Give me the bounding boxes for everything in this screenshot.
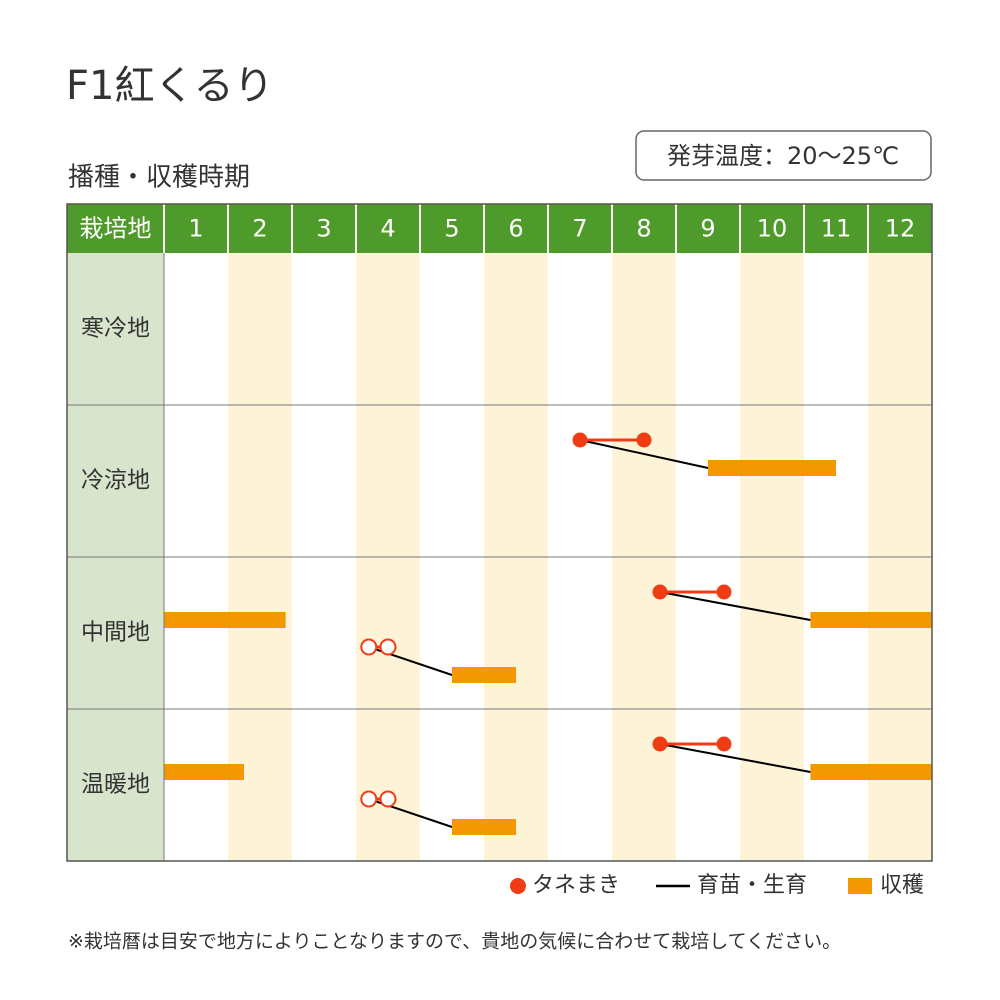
legend-label: 収穫 — [880, 873, 924, 898]
harvest-bar — [810, 764, 932, 780]
region-label: 冷涼地 — [81, 468, 150, 494]
legend-sow-dot — [510, 878, 526, 894]
sowing-dot — [716, 736, 732, 752]
region-label: 中間地 — [81, 620, 150, 646]
x-tick-label: 11 — [821, 215, 852, 243]
legend-harvest — [848, 878, 872, 894]
x-tick-label: 5 — [444, 215, 459, 243]
harvest-bar — [452, 819, 516, 835]
region-label: 寒冷地 — [81, 316, 150, 342]
growth-line — [659, 591, 811, 621]
footnote: ※栽培暦は目安で地方によりことなりますので、貴地の気候に合わせて栽培してください… — [68, 931, 841, 953]
x-tick-label: 9 — [700, 215, 715, 243]
x-tick-label: 1 — [188, 215, 203, 243]
x-tick-label: 10 — [757, 215, 788, 243]
table-border — [66, 203, 933, 862]
sowing-dot — [652, 584, 668, 600]
sowing-dot — [652, 736, 668, 752]
sowing-dot — [360, 638, 378, 656]
region-label: 温暖地 — [81, 772, 150, 798]
harvest-bar — [810, 612, 932, 628]
x-tick-label: 3 — [316, 215, 331, 243]
x-tick-label: 6 — [508, 215, 523, 243]
sowing-dot — [360, 790, 378, 808]
harvest-bar — [708, 460, 836, 476]
x-tick-label: 7 — [572, 215, 587, 243]
x-tick-label: 12 — [885, 215, 916, 243]
sowing-dot — [379, 638, 397, 656]
header-bg — [67, 204, 932, 253]
harvest-bar — [452, 667, 516, 683]
sowing-dot — [716, 584, 732, 600]
growth-line — [579, 439, 709, 469]
corner-label: 栽培地 — [80, 215, 152, 243]
x-tick-label: 4 — [380, 215, 395, 243]
harvest-bar — [164, 612, 286, 628]
x-tick-label: 2 — [252, 215, 267, 243]
chart-title: F1紅くるり — [66, 63, 274, 109]
sowing-dot — [572, 432, 588, 448]
subtitle: 播種・収穫時期 — [68, 163, 250, 193]
legend-label: 育苗・生育 — [697, 873, 807, 898]
sowing-dot — [636, 432, 652, 448]
growth-line — [659, 743, 811, 773]
annotation: 発芽温度：20～25℃ — [667, 142, 899, 170]
harvest-bar — [164, 764, 244, 780]
x-tick-label: 8 — [636, 215, 651, 243]
legend-label: タネまき — [532, 873, 620, 898]
sowing-dot — [379, 790, 397, 808]
annotation-box — [635, 130, 932, 181]
